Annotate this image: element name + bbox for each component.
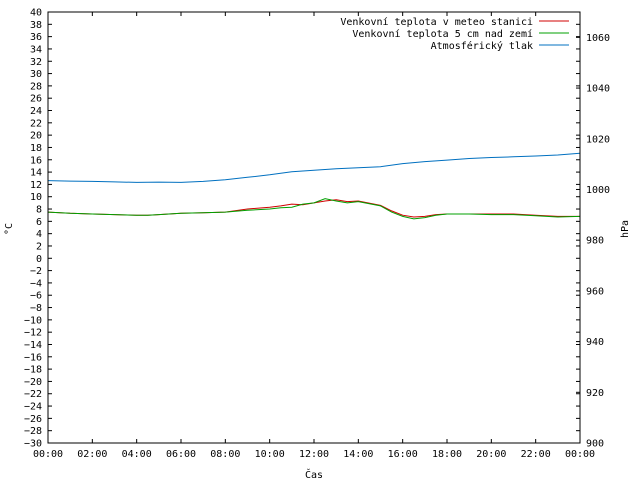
- y-tick-label: −26: [24, 414, 42, 425]
- y2-tick-label: 1040: [586, 84, 610, 95]
- y-tick-label: 14: [30, 168, 42, 179]
- y-tick-label: 24: [30, 106, 42, 117]
- y2-tick-label: 1020: [586, 134, 610, 145]
- y-tick-label: −24: [24, 402, 42, 413]
- y-tick-label: −30: [24, 439, 42, 450]
- y-tick-label: 8: [36, 205, 42, 216]
- x-axis-title: Čas: [305, 468, 323, 480]
- y2-tick-label: 980: [586, 236, 604, 247]
- y-tick-label: −18: [24, 365, 42, 376]
- x-tick-label: 16:00: [388, 449, 418, 460]
- y-tick-label: 18: [30, 143, 42, 154]
- y-tick-label: 22: [30, 118, 42, 129]
- y-tick-label: 4: [36, 229, 42, 240]
- y-tick-label: 0: [36, 254, 42, 265]
- y-tick-label: 36: [30, 32, 42, 43]
- legend-label-station-temp: Venkovní teplota v meteo stanici: [340, 16, 533, 28]
- y-tick-label: 26: [30, 94, 42, 105]
- y2-tick-label: 1060: [586, 33, 610, 44]
- y-tick-label: 16: [30, 155, 42, 166]
- y2-tick-label: 900: [586, 439, 604, 450]
- y-tick-label: −2: [30, 266, 42, 277]
- y2-axis-ticks: 900 920 940 960 980 1000 1020 1040 1060: [576, 33, 610, 450]
- y-tick-label: −20: [24, 377, 42, 388]
- y-axis-ticks: −30−28−26−24−22−20−18−16−14−12−10−8−6−4−…: [24, 8, 580, 450]
- y2-axis-title: hPa: [620, 220, 631, 238]
- y2-tick-label: 920: [586, 388, 604, 399]
- y-tick-label: −4: [30, 278, 42, 289]
- x-tick-label: 08:00: [210, 449, 240, 460]
- x-tick-label: 18:00: [432, 449, 462, 460]
- x-tick-label: 04:00: [122, 449, 152, 460]
- x-tick-label: 10:00: [255, 449, 285, 460]
- legend-label-pressure: Atmosférický tlak: [431, 40, 533, 52]
- x-tick-label: 22:00: [521, 449, 551, 460]
- y2-tick-label: 940: [586, 337, 604, 348]
- y-tick-label: 32: [30, 57, 42, 68]
- y-tick-label: 30: [30, 69, 42, 80]
- x-tick-label: 00:00: [565, 449, 595, 460]
- y-tick-label: −6: [30, 291, 42, 302]
- x-axis-ticks: 00:00 02:00 04:00 06:00 08:00 10:00 12:00 14:00…: [33, 12, 595, 460]
- y-tick-label: −10: [24, 315, 42, 326]
- y2-tick-label: 1000: [586, 185, 610, 196]
- y-tick-label: −8: [30, 303, 42, 314]
- x-tick-label: 00:00: [33, 449, 63, 460]
- y-tick-label: −12: [24, 328, 42, 339]
- y-tick-label: 12: [30, 180, 42, 191]
- legend: Venkovní teplota v meteo stanici Venkovn…: [340, 16, 569, 52]
- x-tick-label: 02:00: [77, 449, 107, 460]
- x-tick-label: 12:00: [299, 449, 329, 460]
- y2-tick-label: 960: [586, 286, 604, 297]
- x-tick-label: 06:00: [166, 449, 196, 460]
- y-tick-label: −14: [24, 340, 42, 351]
- y-tick-label: 38: [30, 20, 42, 31]
- y-tick-label: 40: [30, 8, 42, 19]
- y-tick-label: 34: [30, 44, 42, 55]
- y-tick-label: 20: [30, 131, 42, 142]
- y-axis-title: °C: [4, 223, 15, 235]
- series-line-1: [47, 198, 581, 220]
- legend-label-ground-temp: Venkovní teplota 5 cm nad zemí: [352, 28, 533, 40]
- y-tick-label: −16: [24, 352, 42, 363]
- series-line-2: [47, 152, 581, 183]
- x-tick-label: 14:00: [343, 449, 373, 460]
- y-tick-label: 10: [30, 192, 42, 203]
- x-tick-label: 20:00: [476, 449, 506, 460]
- plot-frame: [47, 11, 581, 444]
- series-lines: [47, 152, 581, 220]
- y-tick-label: 2: [36, 241, 42, 252]
- y-tick-label: −28: [24, 426, 42, 437]
- y-tick-label: 28: [30, 81, 42, 92]
- y-tick-label: 6: [36, 217, 42, 228]
- y-tick-label: −22: [24, 389, 42, 400]
